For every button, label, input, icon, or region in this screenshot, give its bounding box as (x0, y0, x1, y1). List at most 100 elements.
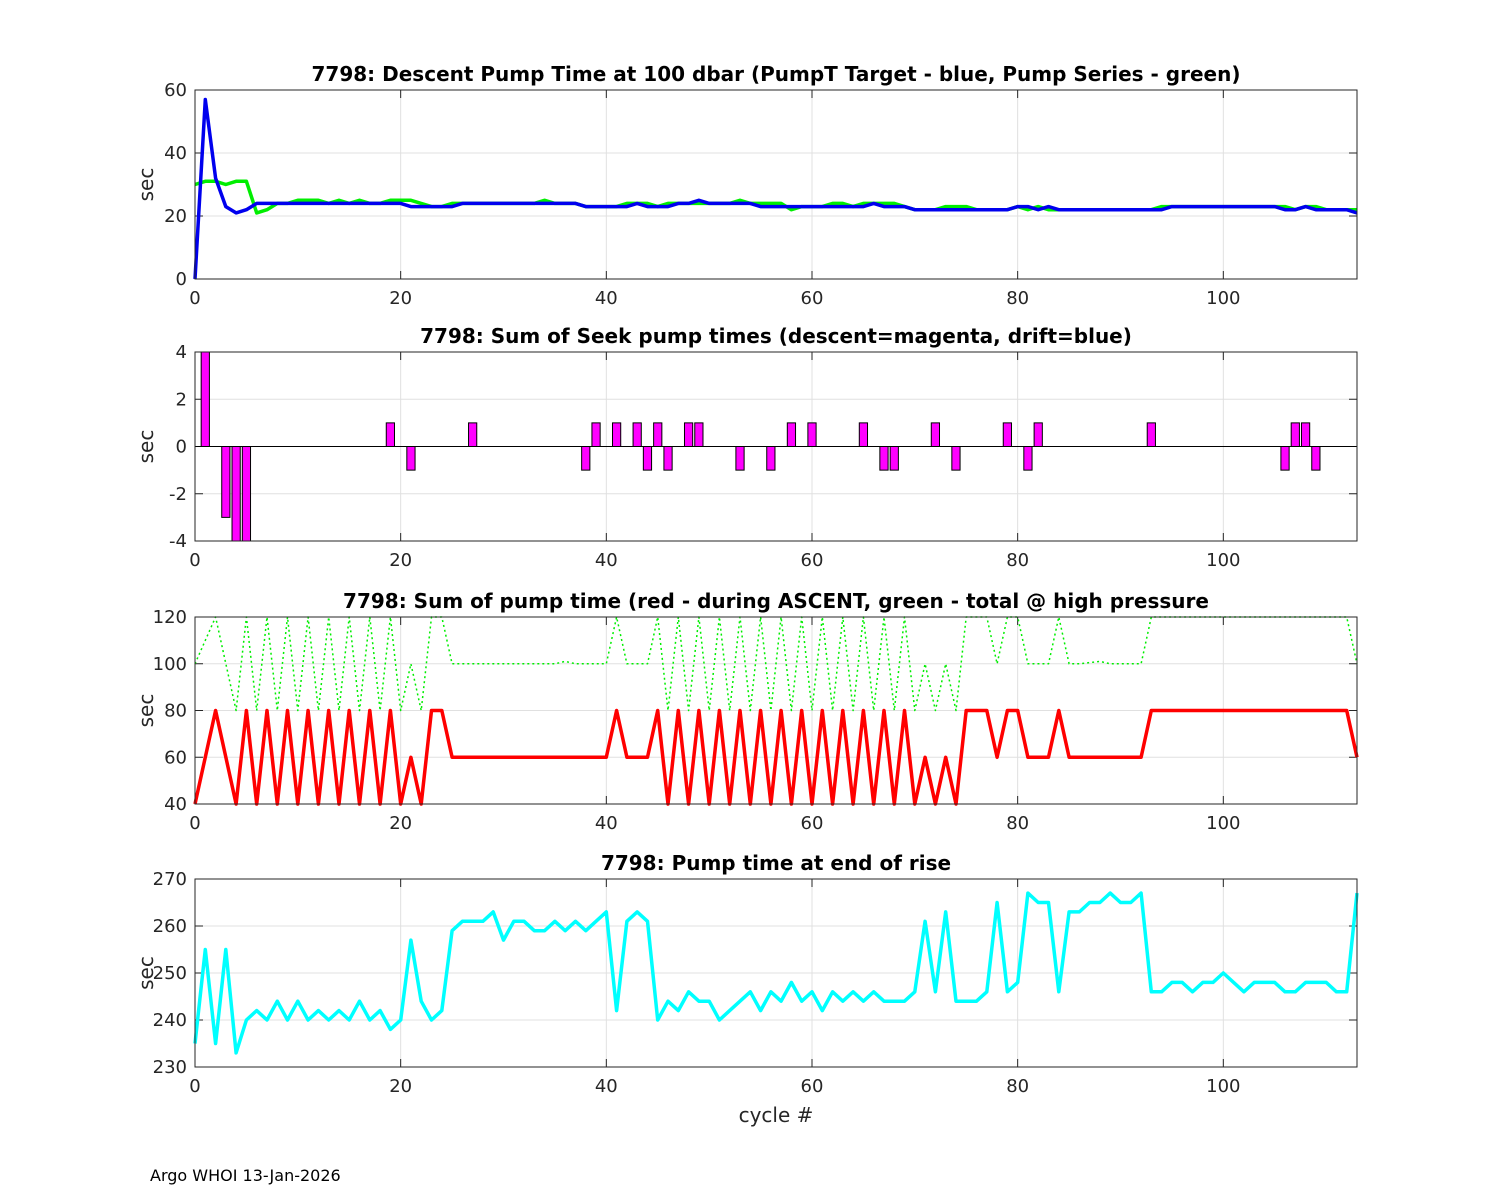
seek-bar (200, 351, 210, 447)
x-tick-label: 60 (801, 813, 824, 834)
chart-panel-2: 0 20 40 60 80 100 -4 -2 0 2 4 7798: Sum of Seek pum… (134, 324, 1358, 571)
seek-bar (642, 446, 653, 471)
seek-bar (632, 422, 642, 447)
y-tick-label: 80 (164, 701, 187, 722)
seek-bar (591, 422, 601, 447)
y-tick-label: 0 (176, 269, 187, 290)
seek-bar (766, 446, 776, 471)
x-tick-label: 80 (1006, 550, 1029, 571)
seek-bar (611, 422, 622, 447)
seek-bar (1146, 422, 1156, 447)
seek-bar (930, 422, 941, 447)
y-tick-label: 0 (176, 437, 187, 458)
series-line-red (193, 708, 1359, 806)
y-tick-label: 4 (176, 342, 187, 363)
seek-bar (694, 422, 704, 447)
x-tick-label: 40 (595, 550, 618, 571)
seek-bar (889, 446, 899, 471)
y-tick-label: 60 (164, 80, 187, 101)
chart-panel-4: 0 20 40 60 80 100 230 240 250 260 270 7798: Pump ti… (134, 851, 1359, 1127)
chart-panel-3: 0 20 40 60 80 100 40 60 80 100 120 7798: Sum of pum… (134, 589, 1359, 834)
seek-bar (653, 422, 663, 447)
seek-bar (1311, 446, 1321, 471)
axes-frame (194, 878, 1358, 1068)
x-tick-label: 100 (1206, 1076, 1240, 1097)
x-tick-label: 60 (801, 550, 824, 571)
x-tick-label: 40 (595, 288, 618, 309)
series-line-blue (193, 97, 1358, 280)
x-tick-label: 20 (389, 288, 412, 309)
chart-title: 7798: Sum of Seek pump times (descent=ma… (420, 324, 1132, 348)
x-tick-label: 60 (801, 1076, 824, 1097)
x-tick-label: 0 (189, 550, 200, 571)
y-tick-label: -2 (169, 484, 187, 505)
seek-bar (241, 446, 252, 542)
series-line-green (194, 616, 1358, 712)
seek-bar (1290, 422, 1300, 447)
x-tick-label: 20 (389, 1076, 412, 1097)
chart-title: 7798: Descent Pump Time at 100 dbar (Pum… (312, 62, 1241, 86)
seek-bar (1300, 422, 1311, 447)
plot-area (195, 90, 1357, 279)
seek-bar (858, 422, 869, 447)
seek-bar (663, 446, 673, 471)
y-tick-label: 250 (153, 963, 187, 984)
seek-bar (385, 422, 395, 447)
x-tick-label: 0 (189, 813, 200, 834)
axes-frame (194, 89, 1358, 280)
x-tick-label: 80 (1006, 288, 1029, 309)
axes-frame (194, 616, 1358, 805)
x-tick-label: 80 (1006, 813, 1029, 834)
y-axis-label: sec (134, 694, 158, 728)
x-axis-label: cycle # (739, 1103, 814, 1127)
seek-bar (1023, 446, 1033, 471)
seek-bar (879, 446, 889, 471)
seek-bar (1033, 422, 1043, 447)
x-tick-label: 40 (595, 1076, 618, 1097)
seek-bar (786, 422, 797, 447)
y-tick-label: 40 (164, 794, 187, 815)
x-tick-label: 80 (1006, 1076, 1029, 1097)
footer-credit: Argo WHOI 13-Jan-2026 (150, 1166, 341, 1185)
y-axis-label: sec (134, 430, 158, 464)
y-tick-label: 60 (164, 747, 187, 768)
seek-bar (735, 446, 745, 471)
x-tick-label: 0 (189, 288, 200, 309)
x-tick-label: 20 (389, 813, 412, 834)
y-tick-label: 270 (153, 869, 187, 890)
seek-bar (221, 446, 231, 518)
y-tick-label: 40 (164, 143, 187, 164)
seek-bar (468, 422, 478, 447)
x-tick-label: 100 (1206, 813, 1240, 834)
chart-title: 7798: Pump time at end of rise (601, 851, 951, 875)
y-tick-label: 120 (153, 607, 187, 628)
x-tick-label: 100 (1206, 288, 1240, 309)
y-axis-label: sec (134, 168, 158, 202)
x-tick-label: 100 (1206, 550, 1240, 571)
series-line-green (194, 179, 1357, 215)
axes-frame (194, 351, 1358, 542)
y-axis-label: sec (134, 956, 158, 990)
seek-bar (406, 446, 416, 471)
y-tick-label: -4 (169, 531, 187, 552)
seek-bar (1280, 446, 1290, 471)
chart-title: 7798: Sum of pump time (red - during ASC… (343, 589, 1209, 613)
seek-bar (807, 422, 817, 447)
chart-panel-1: 0 20 40 60 80 100 0 20 40 60 7798: Descent Pump Ti… (134, 62, 1358, 309)
x-tick-label: 60 (801, 288, 824, 309)
x-tick-label: 0 (189, 1076, 200, 1097)
y-tick-label: 230 (153, 1057, 187, 1078)
seek-bar (951, 446, 961, 471)
y-tick-label: 260 (153, 916, 187, 937)
y-tick-label: 2 (176, 389, 187, 410)
seek-bar (683, 422, 694, 447)
seek-bar (581, 446, 591, 471)
x-tick-label: 20 (389, 550, 412, 571)
seek-bar (1002, 422, 1012, 447)
x-tick-label: 40 (595, 813, 618, 834)
y-tick-label: 100 (153, 654, 187, 675)
seek-bar (231, 446, 241, 542)
series-line-cyan (193, 891, 1359, 1055)
y-tick-label: 20 (164, 206, 187, 227)
